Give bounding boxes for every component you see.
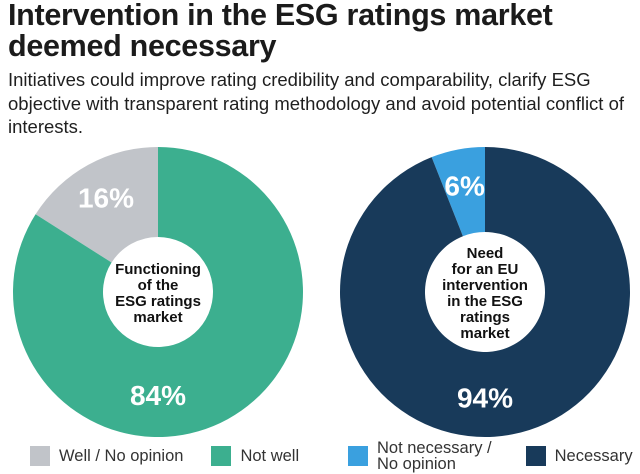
legend-label-not-necessary: Not necessary / No opinion <box>377 439 492 473</box>
center-label-line: market <box>460 325 509 342</box>
legend-swatch-not-necessary <box>348 446 368 466</box>
legend-right: Not necessary / No opinion Necessary <box>348 440 633 472</box>
center-label-line: Functioning <box>115 261 201 278</box>
legend-swatch-well-no-opinion <box>30 446 50 466</box>
legend-swatch-not-well <box>211 446 232 466</box>
center-label-line: market <box>133 309 182 326</box>
center-label-line: for an EU <box>452 261 519 278</box>
legend-item-well-no-opinion: Well / No opinion <box>30 446 183 466</box>
chart-title: Intervention in the ESG ratings market d… <box>8 0 553 63</box>
legend-item-not-necessary: Not necessary / No opinion <box>348 440 492 472</box>
legend-label-not-necessary-line1: Not necessary / <box>377 439 492 457</box>
legend-label-well-no-opinion: Well / No opinion <box>59 447 184 465</box>
center-label-line: of the <box>138 277 179 294</box>
chart-subtitle: Initiatives could improve rating credibi… <box>8 69 625 137</box>
slice-label-not-necessary-no-opinion: 6% <box>444 170 485 201</box>
slice-necessary <box>339 147 631 438</box>
legend-label-necessary: Necessary <box>554 447 633 465</box>
legend-left: Well / No opinion Not well <box>30 440 299 472</box>
center-label-line: ESG ratings <box>115 293 201 310</box>
legend-label-not-well: Not well <box>240 447 300 465</box>
legend-item-not-well: Not well <box>211 446 299 466</box>
center-label-line: Need <box>467 245 504 262</box>
slice-not-well <box>12 147 304 437</box>
slice-well-no-opinion <box>35 147 159 263</box>
legend-label-not-necessary-line2: No opinion <box>377 455 456 473</box>
slice-label-well-no-opinion: 16% <box>78 182 134 213</box>
legend-item-necessary: Necessary <box>525 446 633 466</box>
slice-label-necessary: 94% <box>457 383 513 414</box>
center-label-line: ratings <box>460 309 510 326</box>
legend-swatch-necessary <box>525 446 546 466</box>
slice-not-necessary-no-opinion <box>431 147 485 237</box>
center-label-line: intervention <box>442 277 528 294</box>
slice-label-not-well: 84% <box>130 380 186 411</box>
center-label-line: in the ESG <box>447 293 523 310</box>
